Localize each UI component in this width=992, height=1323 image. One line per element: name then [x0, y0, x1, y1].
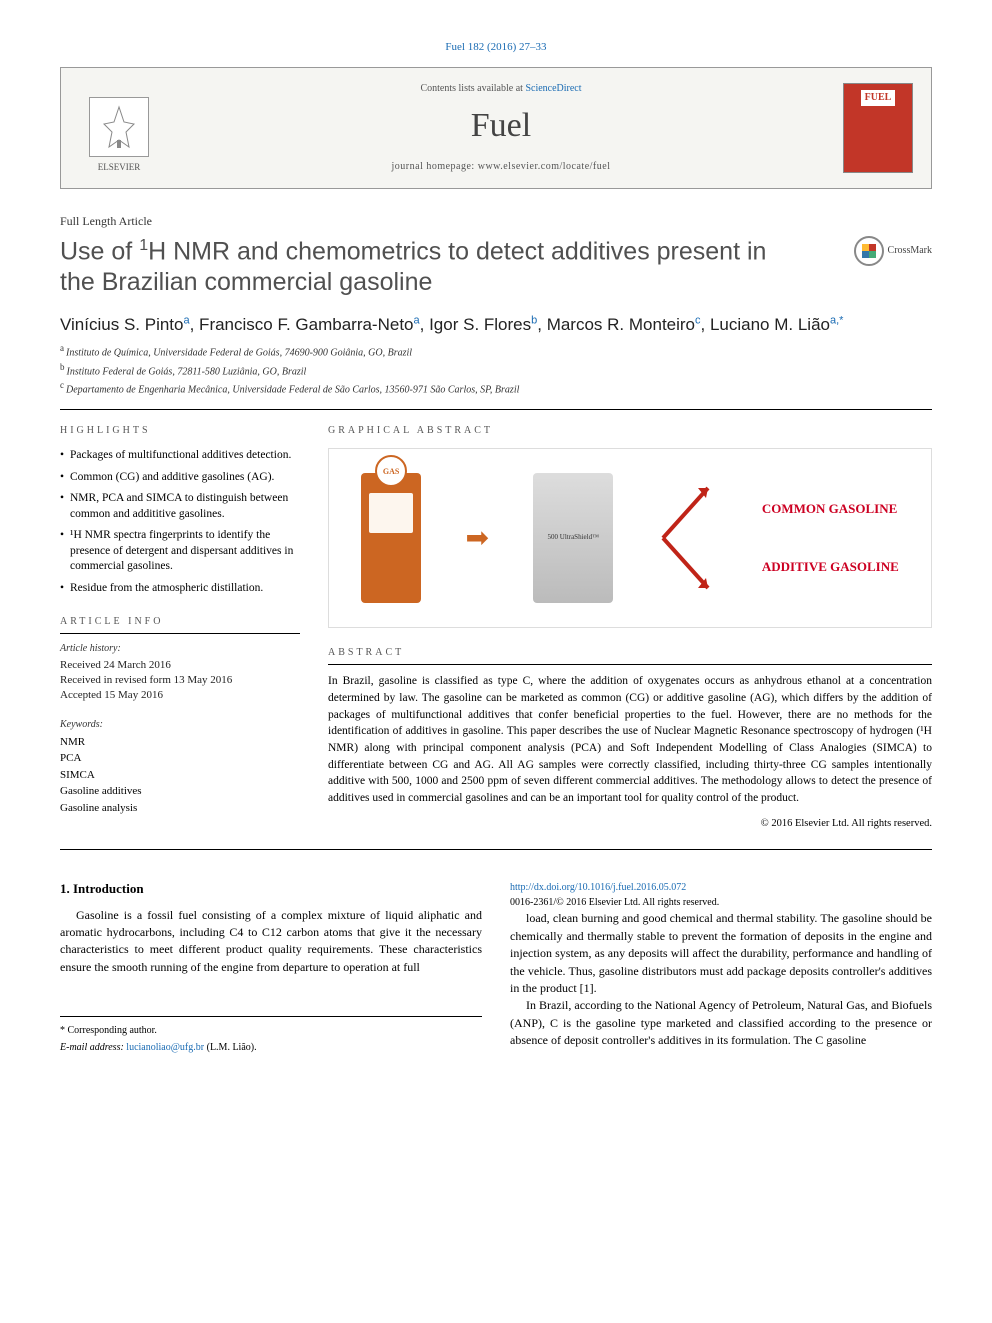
email-line: E-mail address: lucianoliao@ufg.br (L.M.…: [60, 1040, 482, 1055]
history-lines: Received 24 March 2016Received in revise…: [60, 658, 300, 704]
email-link[interactable]: lucianoliao@ufg.br: [126, 1042, 204, 1053]
homepage-url[interactable]: www.elsevier.com/locate/fuel: [478, 161, 611, 172]
article-title: Use of 1H NMR and chemometrics to detect…: [60, 236, 800, 299]
highlight-item: Common (CG) and additive gasolines (AG).: [60, 470, 300, 486]
ga-common-label: COMMON GASOLINE: [762, 500, 897, 518]
arrow-icon: ➡: [465, 519, 488, 558]
highlight-item: Residue from the atmospheric distillatio…: [60, 581, 300, 597]
crossmark-icon: [854, 236, 884, 266]
copyright-line: © 2016 Elsevier Ltd. All rights reserved…: [328, 817, 932, 832]
contents-line: Contents lists available at ScienceDirec…: [159, 82, 843, 96]
affiliations: aInstituto de Química, Universidade Fede…: [60, 342, 932, 397]
intro-heading: 1. Introduction: [60, 880, 482, 898]
elsevier-logo: ELSEVIER: [79, 83, 159, 173]
issn-line: 0016-2361/© 2016 Elsevier Ltd. All right…: [510, 895, 932, 910]
highlight-item: ¹H NMR spectra fingerprints to identify …: [60, 528, 300, 575]
journal-header: ELSEVIER Contents lists available at Sci…: [60, 67, 932, 189]
elsevier-tree-icon: [89, 97, 149, 157]
branch-arrows-icon: [658, 473, 718, 603]
article-info-label: ARTICLE INFO: [60, 615, 300, 634]
intro-paragraph-3: In Brazil, according to the National Age…: [510, 997, 932, 1049]
keywords-label: Keywords:: [60, 718, 300, 732]
divider: [60, 409, 932, 410]
graphical-abstract-label: GRAPHICAL ABSTRACT: [328, 424, 932, 438]
corresponding-author: * Corresponding author.: [60, 1023, 482, 1038]
homepage-line: journal homepage: www.elsevier.com/locat…: [159, 160, 843, 174]
abstract-label: ABSTRACT: [328, 646, 932, 665]
nmr-device-icon: 500 UltraShield™: [533, 473, 613, 603]
highlights-list: Packages of multifunctional additives de…: [60, 448, 300, 596]
divider: [60, 849, 932, 850]
highlight-item: Packages of multifunctional additives de…: [60, 448, 300, 464]
keywords: NMRPCASIMCAGasoline additivesGasoline an…: [60, 734, 300, 817]
intro-paragraph-2: load, clean burning and good chemical an…: [510, 910, 932, 997]
ga-additive-label: ADDITIVE GASOLINE: [762, 558, 899, 576]
citation-line: Fuel 182 (2016) 27–33: [60, 40, 932, 55]
abstract-text: In Brazil, gasoline is classified as typ…: [328, 673, 932, 806]
doi-link[interactable]: http://dx.doi.org/10.1016/j.fuel.2016.05…: [510, 882, 686, 893]
authors-line: Vinícius S. Pintoa, Francisco F. Gambarr…: [60, 313, 932, 337]
crossmark-badge[interactable]: CrossMark: [854, 236, 932, 266]
cover-title: FUEL: [861, 90, 896, 106]
article-type: Full Length Article: [60, 213, 932, 230]
highlight-item: NMR, PCA and SIMCA to distinguish betwee…: [60, 491, 300, 522]
highlights-label: HIGHLIGHTS: [60, 424, 300, 438]
sciencedirect-link[interactable]: ScienceDirect: [525, 83, 581, 94]
intro-paragraph: Gasoline is a fossil fuel consisting of …: [60, 907, 482, 977]
crossmark-label: CrossMark: [888, 244, 932, 258]
history-label: Article history:: [60, 642, 300, 656]
graphical-abstract: ➡ 500 UltraShield™ COMMON GASOLINE ADDIT…: [328, 448, 932, 628]
journal-cover-thumb: FUEL: [843, 83, 913, 173]
gas-pump-icon: [361, 473, 421, 603]
journal-name: Fuel: [159, 102, 843, 150]
publisher-name: ELSEVIER: [98, 161, 141, 174]
